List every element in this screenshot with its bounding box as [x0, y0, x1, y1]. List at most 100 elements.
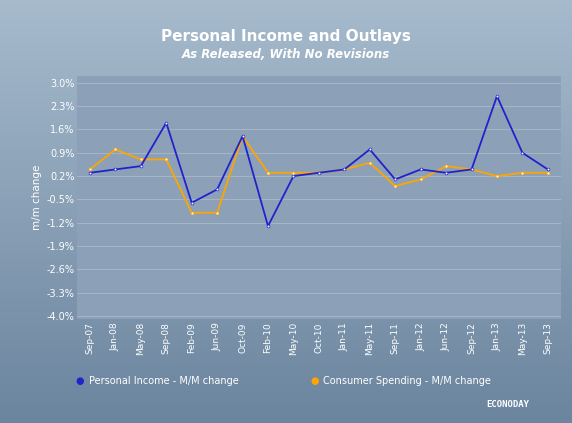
Bar [0, 144, 572, 146]
Bar [0, 97, 572, 99]
Bar [0, 123, 572, 125]
Bar [0, 376, 572, 379]
Bar [0, 266, 572, 269]
Bar [0, 324, 572, 326]
Bar [0, 190, 572, 192]
Bar [0, 372, 572, 374]
Bar [0, 334, 572, 336]
Bar [0, 61, 572, 63]
Bar [0, 34, 572, 36]
Bar [0, 6, 572, 8]
Bar [0, 66, 572, 68]
Bar [0, 239, 572, 241]
Bar [0, 415, 572, 417]
Text: ●: ● [311, 376, 319, 386]
Bar [0, 25, 572, 27]
Bar [0, 260, 572, 262]
Bar [0, 343, 572, 345]
Bar [0, 326, 572, 328]
Text: Personal Income - M/M change: Personal Income - M/M change [89, 376, 239, 386]
Bar [0, 68, 572, 70]
Bar [0, 396, 572, 398]
Bar [0, 360, 572, 362]
Bar [0, 57, 572, 59]
Bar [0, 290, 572, 292]
Bar [0, 47, 572, 49]
Bar [0, 201, 572, 203]
Bar [0, 53, 572, 55]
Bar [0, 108, 572, 110]
Bar [0, 235, 572, 237]
Bar [0, 362, 572, 364]
Bar [0, 169, 572, 171]
Bar [0, 49, 572, 51]
Bar [0, 32, 572, 34]
Bar [0, 262, 572, 264]
Bar [0, 220, 572, 222]
Bar [0, 275, 572, 277]
Text: Consumer Spending - M/M change: Consumer Spending - M/M change [323, 376, 491, 386]
Bar [0, 167, 572, 169]
Bar [0, 237, 572, 239]
Bar [0, 412, 572, 415]
Bar [0, 243, 572, 245]
Bar [0, 192, 572, 195]
Bar [0, 269, 572, 271]
Bar [0, 207, 572, 209]
Bar [0, 271, 572, 273]
Bar [0, 288, 572, 290]
Bar [0, 23, 572, 25]
Bar [0, 389, 572, 391]
Bar [0, 36, 572, 38]
Bar [0, 182, 572, 184]
Bar [0, 317, 572, 319]
Bar [0, 146, 572, 148]
Bar [0, 214, 572, 216]
Bar [0, 205, 572, 207]
Bar [0, 357, 572, 360]
Bar [0, 72, 572, 74]
Bar [0, 404, 572, 406]
Bar [0, 315, 572, 317]
Bar [0, 421, 572, 423]
Bar [0, 250, 572, 252]
Bar [0, 381, 572, 383]
Bar [0, 294, 572, 296]
Bar [0, 59, 572, 61]
Bar [0, 231, 572, 233]
Bar [0, 254, 572, 256]
Bar [0, 178, 572, 180]
Bar [0, 154, 572, 157]
Bar [0, 152, 572, 154]
Bar [0, 135, 572, 137]
Bar [0, 125, 572, 127]
Bar [0, 85, 572, 87]
Bar [0, 330, 572, 332]
Bar [0, 313, 572, 315]
Bar [0, 188, 572, 190]
Bar [0, 80, 572, 82]
Bar [0, 142, 572, 144]
Bar [0, 417, 572, 419]
Bar [0, 78, 572, 80]
Bar [0, 27, 572, 30]
Bar [0, 321, 572, 324]
Bar [0, 137, 572, 140]
Bar [0, 279, 572, 281]
Bar [0, 258, 572, 260]
Bar [0, 19, 572, 21]
Bar [0, 51, 572, 53]
Bar [0, 328, 572, 330]
Bar [0, 319, 572, 321]
Bar [0, 305, 572, 307]
Bar [0, 374, 572, 376]
Bar [0, 106, 572, 108]
Bar [0, 273, 572, 275]
Bar [0, 355, 572, 357]
Bar [0, 245, 572, 247]
Bar [0, 40, 572, 42]
Bar [0, 199, 572, 201]
Bar [0, 302, 572, 305]
Bar [0, 161, 572, 163]
Bar [0, 165, 572, 167]
